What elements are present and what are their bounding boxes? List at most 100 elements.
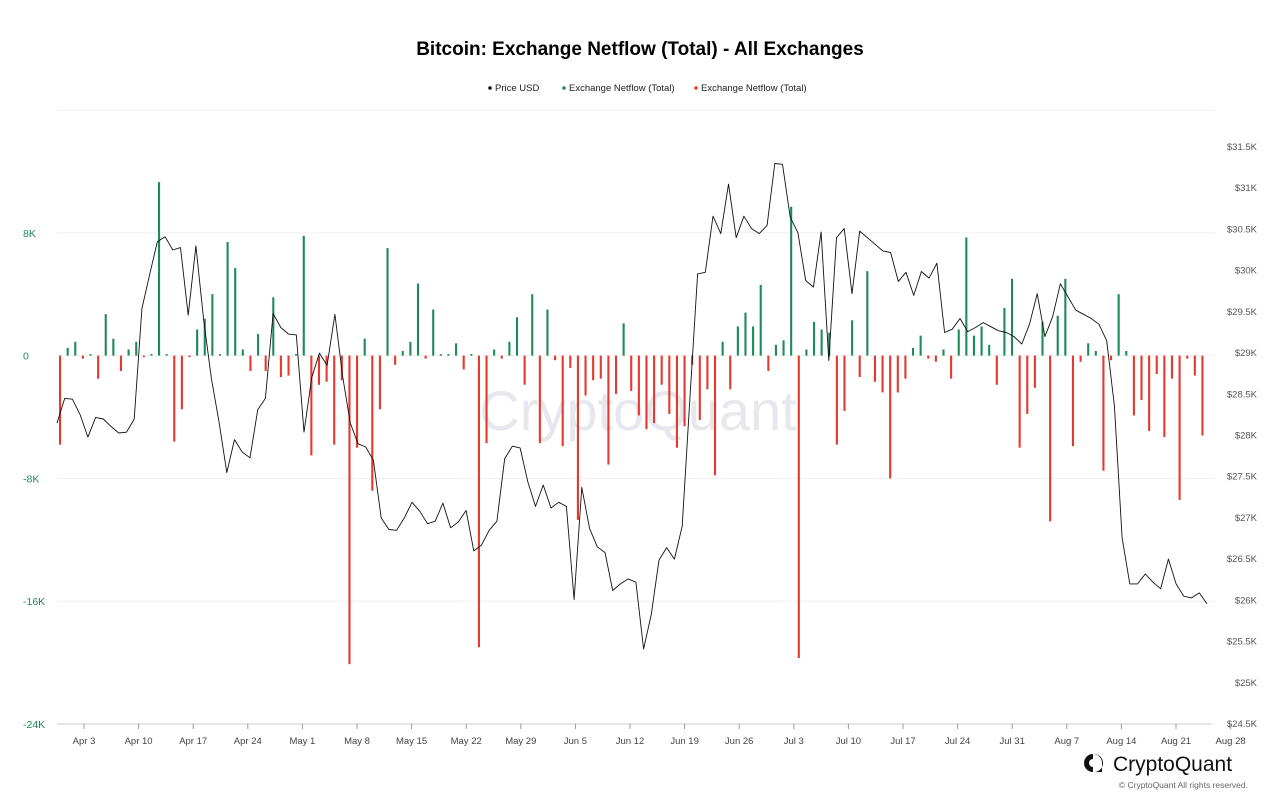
netflow-bar-outflow — [1079, 355, 1082, 362]
brand-name: CryptoQuant — [1113, 753, 1232, 776]
netflow-bar-inflow — [1010, 278, 1014, 356]
netflow-bar-inflow — [531, 294, 534, 356]
netflow-bar-inflow — [851, 320, 854, 356]
legend-label-netflow-negative: Exchange Netflow (Total) — [701, 83, 807, 94]
netflow-bar-outflow — [584, 355, 587, 396]
netflow-bar-inflow — [546, 309, 549, 356]
netflow-bar-inflow — [226, 242, 229, 356]
x-tick-label: May 15 — [396, 736, 427, 747]
netflow-bar-inflow — [257, 334, 260, 356]
netflow-bar-outflow — [675, 355, 678, 448]
netflow-bar-inflow — [1094, 350, 1097, 356]
netflow-bar-inflow — [759, 284, 762, 356]
netflow-bar-outflow — [630, 355, 633, 391]
netflow-bar-inflow — [493, 349, 496, 356]
netflow-bar-outflow — [477, 355, 480, 648]
netflow-bar-inflow — [820, 329, 823, 356]
netflow-bar-outflow — [394, 355, 397, 365]
x-tick-label: Jul 17 — [890, 736, 915, 747]
right-tick-label: $30K — [1235, 266, 1258, 277]
netflow-bar-inflow — [234, 268, 237, 356]
left-tick-label: -8K — [23, 473, 39, 485]
netflow-bar-inflow — [112, 338, 115, 356]
legend: Price USD Exchange Netflow (Total) Excha… — [488, 83, 807, 94]
netflow-bar-outflow — [995, 355, 998, 385]
x-tick-label: Aug 28 — [1216, 736, 1246, 747]
left-axis: 8K 0 -8K -16K -24K — [23, 228, 45, 731]
netflow-bar-outflow — [1018, 355, 1021, 448]
netflow-bar-outflow — [97, 355, 100, 379]
netflow-bar-outflow — [1102, 355, 1105, 471]
x-tick-label: May 8 — [344, 736, 370, 747]
netflow-bar-outflow — [173, 355, 176, 442]
netflow-bar-inflow — [965, 237, 968, 356]
netflow-bar-outflow — [180, 355, 183, 410]
netflow-bar-outflow — [561, 355, 564, 447]
x-tick-label: Apr 24 — [234, 736, 262, 747]
x-tick-label: Apr 17 — [179, 736, 207, 747]
legend-label-netflow-positive: Exchange Netflow (Total) — [569, 83, 675, 94]
netflow-bar-outflow — [767, 355, 770, 371]
netflow-bar-inflow — [135, 341, 138, 356]
netflow-bar-outflow — [1148, 355, 1151, 431]
netflow-bar-outflow — [188, 355, 191, 358]
netflow-bar-outflow — [142, 355, 145, 358]
netflow-bar-outflow — [119, 355, 123, 371]
netflow-bar-inflow — [911, 347, 915, 356]
netflow-bar-inflow — [203, 318, 206, 356]
netflow-bar-inflow — [455, 343, 458, 356]
netflow-bar-outflow — [356, 355, 359, 448]
netflow-bar-outflow — [1026, 355, 1029, 414]
netflow-bar-outflow — [1033, 355, 1036, 388]
netflow-bar-outflow — [683, 355, 686, 427]
x-tick-label: Jul 10 — [836, 736, 861, 747]
x-tick-label: Apr 3 — [73, 736, 96, 747]
legend-label-price: Price USD — [495, 83, 539, 94]
netflow-bar-outflow — [1140, 355, 1143, 401]
right-tick-label: $28K — [1235, 431, 1258, 442]
left-tick-label: 8K — [23, 228, 36, 240]
netflow-bar-inflow — [386, 248, 389, 356]
netflow-bar-inflow — [66, 347, 69, 356]
netflow-bar-inflow — [515, 317, 519, 356]
netflow-bar-inflow — [972, 335, 976, 356]
legend-item-netflow-positive: Exchange Netflow (Total) — [562, 83, 675, 94]
x-tick-label: Jun 5 — [564, 736, 587, 747]
netflow-bar-inflow — [1117, 294, 1120, 356]
netflow-bar-outflow — [729, 355, 732, 390]
netflow-bar-outflow — [538, 355, 541, 444]
x-tick-label: May 1 — [289, 736, 315, 747]
netflow-bar-outflow — [1049, 355, 1052, 522]
netflow-bar-outflow — [523, 355, 526, 385]
netflow-bar-inflow — [1041, 321, 1044, 356]
netflow-bar-outflow — [569, 355, 572, 368]
netflow-bar-outflow — [333, 355, 336, 445]
netflow-bar-outflow — [645, 355, 648, 430]
netflow-bar-outflow — [668, 355, 671, 414]
chart-title: Bitcoin: Exchange Netflow (Total) - All … — [416, 39, 864, 60]
legend-dot-price — [488, 86, 492, 90]
netflow-bar-inflow — [752, 326, 755, 356]
netflow-bar-inflow — [196, 329, 199, 356]
brand-logo: CryptoQuant © CryptoQuant All rights res… — [1084, 753, 1248, 790]
netflow-bar-inflow — [1056, 315, 1059, 356]
netflow-bar-inflow — [363, 338, 366, 356]
netflow-bar-outflow — [637, 355, 640, 416]
netflow-bar-inflow — [866, 271, 869, 356]
netflow-bar-inflow — [790, 206, 793, 356]
right-tick-label: $31.5K — [1227, 142, 1258, 153]
netflow-bar-outflow — [904, 355, 907, 379]
x-tick-label: Apr 10 — [125, 736, 153, 747]
legend-dot-netflow-negative — [694, 86, 698, 90]
netflow-bar-inflow — [218, 354, 222, 356]
x-tick-label: May 29 — [505, 736, 536, 747]
netflow-bar-inflow — [150, 354, 153, 356]
netflow-bar-outflow — [614, 355, 618, 394]
x-tick-label: Jul 31 — [1000, 736, 1025, 747]
netflow-bar-outflow — [843, 355, 846, 411]
x-axis: Apr 3 Apr 10 Apr 17 Apr 24 May 1 May 8 May 15 M… — [57, 723, 1246, 747]
netflow-bar-inflow — [721, 341, 724, 356]
netflow-bar-inflow — [447, 354, 450, 356]
x-tick-label: May 22 — [451, 736, 482, 747]
right-axis: $31.5K $31K $30.5K $30K $29.5K $29K $28.5K $28K… — [1227, 142, 1258, 730]
